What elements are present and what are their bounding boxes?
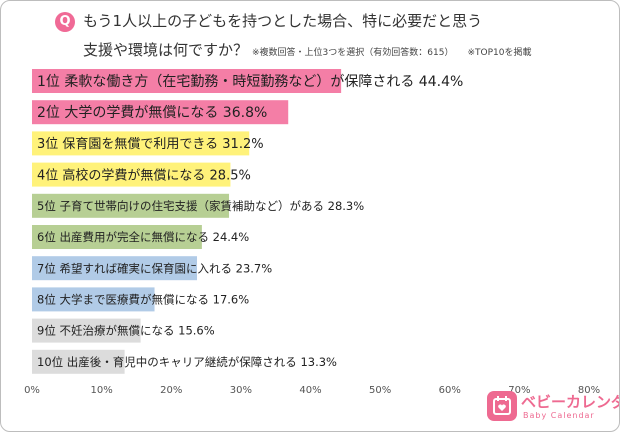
x-tick-label: 60% bbox=[439, 385, 461, 396]
x-tick-label: 0% bbox=[24, 385, 40, 396]
x-tick-label: 30% bbox=[230, 385, 252, 396]
bar-label-5: 5位 子育て世帯向けの住宅支援（家賃補助など）がある 28.3% bbox=[37, 199, 364, 213]
question-line-2-text: 支援や環境は何ですか？ bbox=[83, 41, 249, 59]
brand-logo: ベビーカレンダー Baby Calendar bbox=[487, 389, 619, 425]
x-tick-label: 70% bbox=[508, 385, 530, 396]
x-tick-label: 10% bbox=[91, 385, 113, 396]
bar-label-9: 9位 不妊治療が無償になる 15.6% bbox=[37, 324, 215, 338]
brand-name: ベビーカレンダー bbox=[521, 393, 619, 411]
bar-5 bbox=[32, 193, 230, 218]
bar-label-4: 4位 高校の学費が無償になる 28.5% bbox=[37, 167, 251, 183]
bar-3 bbox=[32, 131, 250, 156]
bar-6 bbox=[32, 225, 202, 249]
question-badge: Q bbox=[55, 12, 75, 32]
calendar-heart-icon bbox=[487, 391, 517, 421]
bar-label-10: 10位 出産後・育児中のキャリア継続が保障される 13.3% bbox=[37, 355, 337, 369]
x-tick-label: 40% bbox=[299, 385, 321, 396]
bar-2 bbox=[32, 100, 289, 125]
bar-label-3: 3位 保育園を無償で利用できる 31.2% bbox=[37, 136, 264, 152]
question-line-1: もう1人以上の子どもを持つとした場合、特に必要だと思う bbox=[83, 12, 483, 30]
bar-4 bbox=[32, 162, 231, 187]
bar-9 bbox=[32, 318, 141, 343]
bar-label-6: 6位 出産費用が完全に無償になる 24.4% bbox=[37, 230, 249, 244]
bar-1 bbox=[32, 69, 342, 93]
bar-label-8: 8位 大学まで医療費が無償になる 17.6% bbox=[37, 293, 249, 307]
bar-label-2: 2位 大学の学費が無償になる 36.8% bbox=[37, 105, 267, 121]
bar-10 bbox=[32, 349, 125, 374]
question-line-2: 支援や環境は何ですか？ ※複数回答・上位3つを選択（有効回答数：615） ※TOP1… bbox=[83, 39, 531, 60]
x-tick-label: 20% bbox=[160, 385, 182, 396]
bar-label-7: 7位 希望すれば確実に保育園に入れる 23.7% bbox=[37, 261, 272, 275]
bar-7 bbox=[32, 256, 198, 281]
x-tick-label: 80% bbox=[578, 385, 600, 396]
question-note-top10: ※TOP10を掲載 bbox=[467, 48, 532, 58]
bar-8 bbox=[32, 287, 155, 312]
brand-subtitle: Baby Calendar bbox=[523, 411, 595, 420]
question-note-responses: ※複数回答・上位3つを選択（有効回答数：615） bbox=[252, 48, 454, 58]
bar-label-1: 1位 柔軟な働き方（在宅勤務・時短勤務など）が保障される 44.4% bbox=[37, 74, 463, 90]
x-tick-label: 50% bbox=[369, 385, 391, 396]
